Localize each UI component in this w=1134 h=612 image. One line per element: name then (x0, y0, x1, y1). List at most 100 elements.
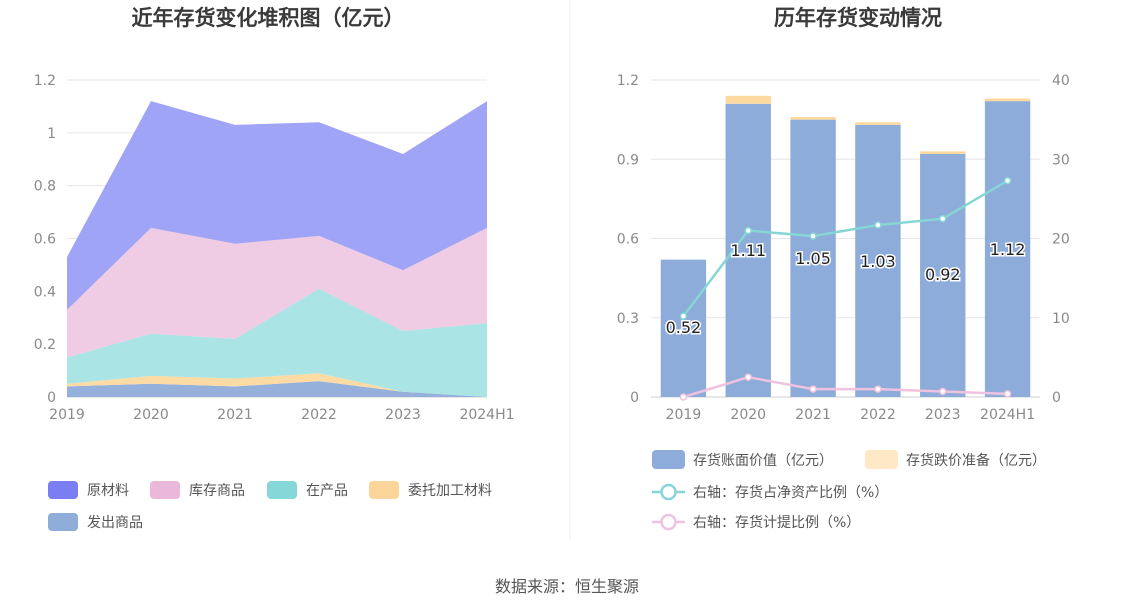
bar-data-label: 1.11 (730, 241, 766, 260)
y2-tick-label: 10 (1052, 311, 1070, 327)
line-point (679, 393, 688, 401)
x-tick-label: 2019 (666, 407, 702, 423)
legend-swatch (48, 513, 78, 531)
stacked-area-chart: 近年存货变化堆积图（亿元） 0 0.2 0.4 0.6 0.8 1 1.2 2019 2020… (34, 6, 515, 531)
data-source-note: 数据来源：恒生聚源 (495, 577, 639, 596)
line-point (679, 312, 688, 320)
bar-impairment-provision (920, 151, 966, 154)
legend-label: 右轴：存货占净资产比例（%） (693, 484, 888, 501)
y2-tick-label: 30 (1052, 152, 1070, 168)
y-tick-label: 0.4 (34, 284, 56, 300)
x-tick-label: 2023 (385, 407, 421, 423)
right-y-axis-left: 0 0.3 0.6 0.9 1.2 (617, 73, 639, 406)
line-point (874, 221, 882, 229)
bar-impairment-provision (725, 95, 771, 104)
y-tick-label: 0.3 (617, 311, 639, 327)
line-point (744, 373, 752, 381)
x-tick-label: 2023 (925, 407, 961, 423)
bar-data-label: 1.12 (990, 240, 1026, 259)
legend-swatch (267, 481, 297, 499)
x-tick-label: 2021 (795, 407, 831, 423)
legend-marker (660, 513, 677, 531)
x-tick-label: 2020 (133, 407, 169, 423)
area-series-原材料 (67, 101, 487, 310)
left-chart-title: 近年存货变化堆积图（亿元） (132, 6, 405, 30)
right-gridlines (651, 79, 1040, 398)
y-tick-label: 0 (630, 390, 639, 406)
legend-swatch (865, 450, 898, 469)
legend-label: 委托加工材料 (408, 483, 492, 499)
y-tick-label: 1.2 (617, 73, 639, 89)
legend-label: 右轴：存货计提比例（%） (693, 514, 860, 531)
x-tick-label: 2021 (217, 407, 253, 423)
left-y-axis: 0 0.2 0.4 0.6 0.8 1 1.2 (34, 73, 56, 406)
line-series-右轴：存货计提比例（%） (683, 375, 1008, 399)
y-tick-label: 0.2 (34, 337, 56, 353)
y-tick-label: 1.2 (34, 73, 56, 89)
legend-label: 存货跌价准备（亿元） (906, 452, 1046, 469)
bar-impairment-provision (790, 116, 836, 120)
legend-swatch (48, 481, 78, 499)
line-point (1003, 176, 1012, 185)
right-data-labels: 0.52 1.11 1.05 1.03 0.92 1.12 (664, 239, 1027, 339)
line-point (744, 226, 752, 235)
right-x-axis: 2019 2020 2021 2022 2023 2024H1 (666, 407, 1036, 423)
x-tick-label: 2022 (301, 407, 337, 423)
line-point (1003, 390, 1012, 398)
bar-impairment-provision (984, 98, 1031, 102)
right-y-axis-right: 0 10 20 30 40 (1052, 73, 1070, 406)
area-series-库存商品 (67, 227, 487, 358)
right-chart-title: 历年存货变动情况 (774, 6, 942, 30)
legend-swatch (652, 450, 685, 469)
line-point (874, 385, 882, 393)
x-tick-label: 2024H1 (459, 407, 514, 423)
x-tick-label: 2019 (49, 407, 85, 423)
x-tick-label: 2020 (730, 407, 766, 423)
y-tick-label: 0.6 (617, 232, 639, 248)
bar-book-value (984, 101, 1031, 397)
legend-marker (660, 483, 677, 501)
line-point (939, 214, 947, 223)
legend-swatch (369, 481, 399, 499)
line-point (809, 385, 817, 393)
y-tick-label: 0.8 (34, 179, 56, 195)
right-legend: 存货账面价值（亿元） 存货跌价准备（亿元） 右轴：存货占净资产比例（%） 右轴：存货计… (652, 450, 1046, 531)
bar-data-label: 1.05 (795, 249, 831, 268)
left-areas (67, 101, 487, 397)
bar-book-value (855, 124, 901, 398)
bar-data-label: 1.03 (860, 252, 896, 271)
y-tick-label: 0.9 (617, 152, 639, 168)
area-series-发出商品 (67, 381, 487, 397)
legend-label: 发出商品 (87, 515, 143, 531)
bar-book-value (790, 119, 836, 397)
line-point (809, 232, 817, 240)
x-tick-label: 2024H1 (980, 407, 1035, 423)
legend-label: 存货账面价值（亿元） (693, 452, 833, 469)
y-tick-label: 0 (47, 390, 56, 406)
area-series-在产品 (67, 288, 487, 397)
y2-tick-label: 0 (1052, 390, 1061, 406)
line-point (939, 387, 947, 396)
legend-label: 原材料 (87, 483, 129, 499)
bar-impairment-provision (855, 122, 901, 125)
legend-label: 在产品 (306, 483, 348, 499)
line-series-右轴：存货占净资产比例（%） (682, 179, 1009, 317)
legend-label: 库存商品 (189, 483, 245, 499)
y2-tick-label: 20 (1052, 232, 1070, 248)
y-tick-label: 0.6 (34, 232, 56, 248)
y2-tick-label: 40 (1052, 73, 1070, 89)
bar-data-label: 0.92 (925, 265, 961, 284)
right-bars (660, 95, 1031, 398)
bar-book-value (920, 153, 966, 397)
bar-data-label: 0.52 (666, 318, 702, 337)
bar-line-chart: 历年存货变动情况 0.52 1.11 1.05 1.03 0.92 1.12 0 0.3 0.… (617, 6, 1070, 531)
area-series-委托加工材料 (67, 373, 487, 397)
legend-swatch (150, 481, 180, 499)
bar-book-value (660, 259, 707, 397)
right-lines (679, 176, 1012, 401)
y-tick-label: 1 (47, 126, 56, 142)
left-x-axis: 2019 2020 2021 2022 2023 2024H1 (49, 407, 514, 423)
x-tick-label: 2022 (860, 407, 896, 423)
